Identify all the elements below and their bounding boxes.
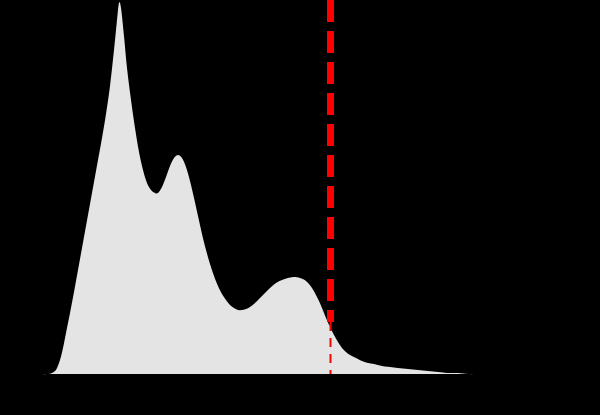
density-area-fill bbox=[40, 2, 580, 375]
